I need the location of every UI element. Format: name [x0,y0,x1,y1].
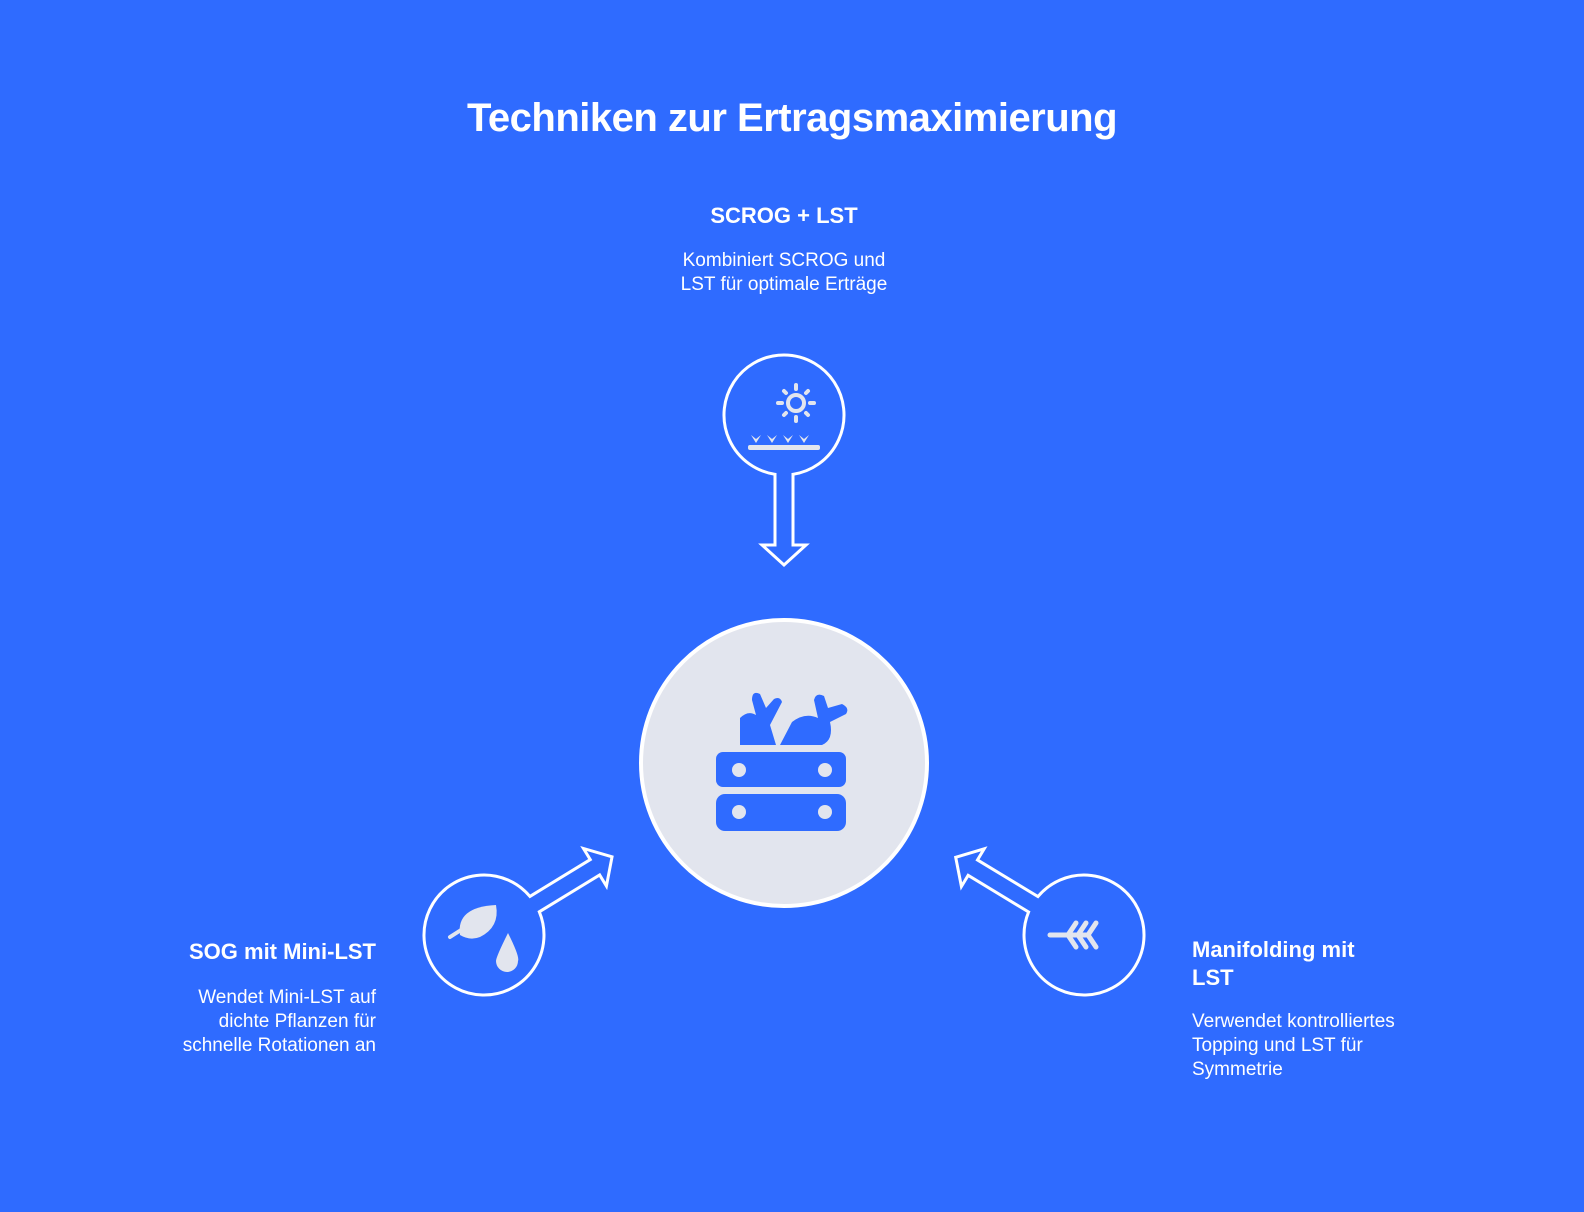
diagram-title: Techniken zur Ertragsmaximierung [466,96,1118,140]
sun-over-plants-icon [748,383,820,450]
node-scrog-lst-pin-arrow [722,353,846,567]
node-label-sog-mini-lst: SOG mit Mini-LST [189,939,376,964]
node-sog-mini-lst-pin-arrow [400,804,645,1019]
node-label-scrog-lst: SCROG + LST [710,203,858,228]
node-description-scrog-lst: Kombiniert SCROG und LST für optimale Er… [680,250,888,295]
leaf-water-drop-icon [448,905,519,972]
node-label-manifolding: Manifolding mit LST [1192,937,1355,990]
arrow-fletching-icon [1047,920,1099,950]
node-description-manifolding: Verwendet kontrolliertes Topping und LST… [1192,1011,1395,1080]
center-node [639,618,929,908]
node-manifolding-pin-arrow [923,804,1168,1019]
vegetable-crate-icon [716,692,848,831]
node-description-sog-mini-lst: Wendet Mini-LST auf dichte Pflanzen für … [182,987,376,1056]
